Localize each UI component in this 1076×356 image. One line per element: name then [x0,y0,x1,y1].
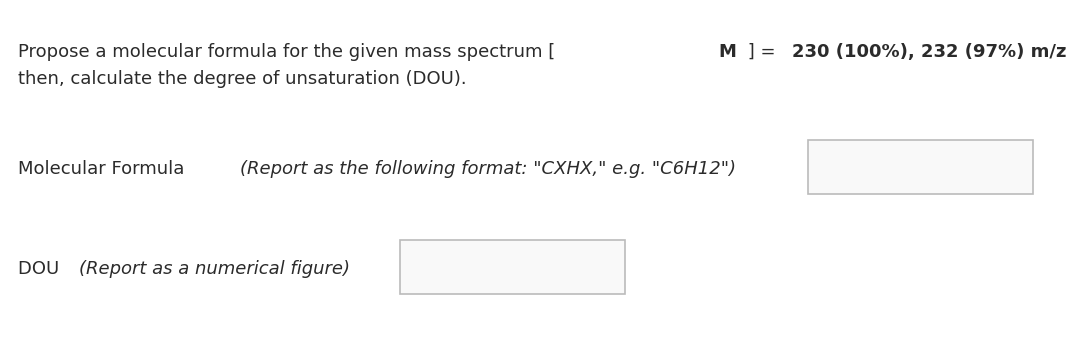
Text: (Report as a numerical figure): (Report as a numerical figure) [79,260,350,278]
FancyBboxPatch shape [808,140,1033,194]
FancyBboxPatch shape [400,240,625,294]
Text: then, calculate the degree of unsaturation (DOU).: then, calculate the degree of unsaturati… [18,70,467,88]
Text: 230 (100%), 232 (97%) m/z: 230 (100%), 232 (97%) m/z [792,43,1067,61]
Text: Propose a molecular formula for the given mass spectrum [: Propose a molecular formula for the give… [18,43,561,61]
Text: (Report as the following format: "CXHX," e.g. "C6H12"): (Report as the following format: "CXHX,"… [240,160,736,178]
Text: DOU: DOU [18,260,65,278]
Text: Molecular Formula: Molecular Formula [18,160,190,178]
Text: M: M [719,43,736,61]
Text: ] =: ] = [741,43,781,61]
